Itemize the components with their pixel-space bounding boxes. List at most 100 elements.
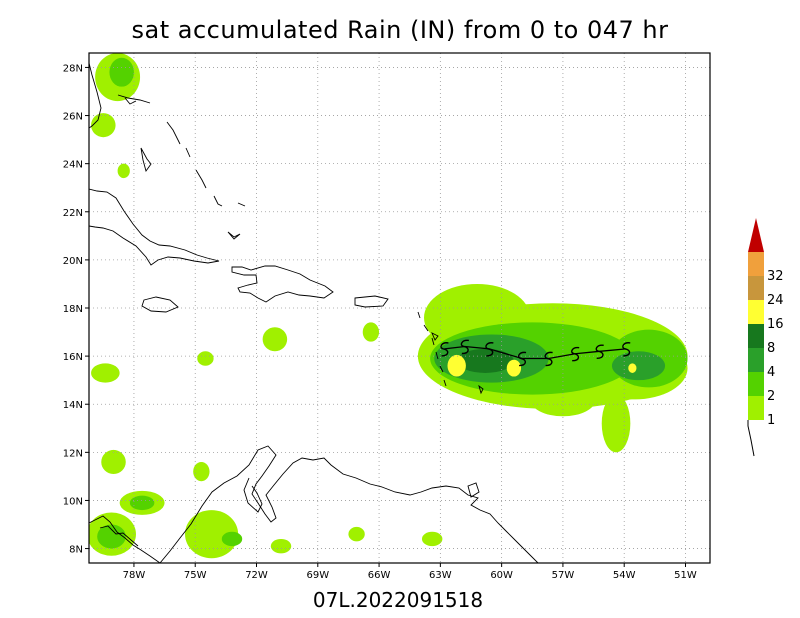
colorbar-label: 1 [767, 413, 775, 428]
rain-area [611, 351, 666, 381]
colorbar-label: 8 [767, 341, 775, 356]
map-title: sat accumulated Rain (IN) from 0 to 047 … [131, 16, 669, 44]
storm-track-line [444, 345, 627, 360]
rain-area [91, 363, 120, 383]
rain-area [628, 363, 637, 373]
longitude-label: 78W [123, 570, 146, 581]
latitude-label: 16N [63, 352, 83, 363]
latitude-label: 8N [69, 545, 83, 556]
latitude-label: 22N [63, 208, 83, 219]
rain-area [193, 461, 210, 482]
colorbar-swatch [748, 276, 764, 300]
colorbar-label: 24 [767, 293, 784, 308]
colorbar-label: 2 [767, 389, 775, 404]
latitude-label: 26N [63, 112, 83, 123]
tropical-storm-icon [517, 351, 527, 367]
latitude-label: 14N [63, 400, 83, 411]
coastline-bahamas-cat [185, 147, 191, 158]
latitude-label: 10N [63, 496, 83, 507]
rain-area [456, 348, 514, 373]
longitude-label: 54W [613, 570, 636, 581]
rain-area [270, 538, 292, 554]
tropical-storm-icon [544, 351, 553, 367]
coastline-bahamas-south [213, 195, 246, 207]
colorbar-swatch [748, 252, 764, 276]
storm-track-symbols [440, 339, 631, 367]
coastline-barbados [478, 384, 484, 395]
rain-area [129, 495, 155, 511]
longitude-label: 63W [429, 570, 452, 581]
colorbar-swatch [748, 348, 764, 372]
colorbar-swatch [748, 372, 764, 396]
colorbar-top-arrow [748, 218, 764, 252]
colorbar-label: 16 [767, 317, 784, 332]
coastline-cuba [89, 188, 220, 266]
rain-area [197, 351, 214, 366]
tropical-storm-icon [460, 339, 469, 355]
tropical-storm-icon [571, 346, 580, 362]
latitude-label: 12N [63, 448, 83, 459]
latitude-label: 18N [63, 304, 83, 315]
latitude-label: 24N [63, 160, 83, 171]
coastline-bahamas-grand [117, 94, 151, 104]
rain-area [91, 113, 116, 138]
longitude-label: 51W [674, 570, 697, 581]
rain-area [348, 526, 365, 542]
rain-layer [89, 53, 688, 559]
storm-id-label: 07L.2022091518 [312, 588, 484, 612]
colorbar-swatch [748, 396, 764, 420]
rain-area [262, 327, 288, 352]
coastline-central-america [89, 515, 161, 563]
rain-area [506, 359, 522, 377]
tropical-storm-icon [485, 342, 494, 357]
latitude-axis: 8N 10N 12N 14N 16N 18N 20N 22N 24N 26N 28N [63, 63, 89, 556]
tropical-storm-icon [440, 342, 449, 357]
rain-area [362, 322, 380, 342]
coastline-lake-maracaibo [243, 477, 263, 513]
longitude-axis: 78W 75W 72W 69W 66W 63W 60W 57W 54W 51W [123, 563, 697, 581]
coastline-bahamas-eleuthera [166, 121, 181, 145]
colorbar-bottom-arrow [747, 420, 755, 457]
coastline-florida [89, 62, 102, 129]
storm-track [440, 339, 631, 367]
longitude-label: 75W [184, 570, 207, 581]
longitude-label: 57W [552, 570, 575, 581]
colorbar-label: 32 [767, 269, 784, 284]
rain-area [601, 394, 631, 453]
coastline-trinidad [467, 482, 480, 498]
coastline-bahamas-exuma [195, 169, 207, 189]
coastlines [89, 62, 539, 563]
rain-area [117, 163, 130, 179]
rain-area [221, 531, 243, 547]
coastline-lesser-antilles [417, 311, 447, 387]
colorbar-label: 4 [767, 365, 775, 380]
tropical-storm-icon [622, 342, 631, 357]
rain-area [97, 524, 126, 549]
longitude-label: 72W [245, 570, 268, 581]
latitude-label: 20N [63, 256, 83, 267]
rain-area [447, 354, 466, 377]
coastline-jamaica [141, 296, 179, 313]
longitude-label: 69W [306, 570, 329, 581]
coastline-turks [227, 231, 241, 240]
rain-area [109, 57, 134, 87]
colorbar-swatch [748, 300, 764, 324]
colorbar-swatch [748, 324, 764, 348]
tropical-storm-icon [595, 344, 604, 360]
rain-area [185, 510, 239, 559]
map-background [89, 53, 710, 563]
coastline-south-america [159, 445, 539, 563]
rain-area [421, 531, 443, 547]
coastline-guadeloupe [431, 332, 439, 341]
latitude-label: 28N [63, 63, 83, 74]
coastline-puerto-rico [354, 295, 389, 308]
rain-area [101, 449, 126, 474]
gridlines [89, 53, 710, 563]
coastline-bahamas-andros [140, 147, 152, 173]
coastline-panama [99, 525, 139, 547]
longitude-label: 66W [368, 570, 391, 581]
coastline-hispaniola [231, 265, 334, 303]
coastline-bahamas-abaco [124, 97, 137, 105]
